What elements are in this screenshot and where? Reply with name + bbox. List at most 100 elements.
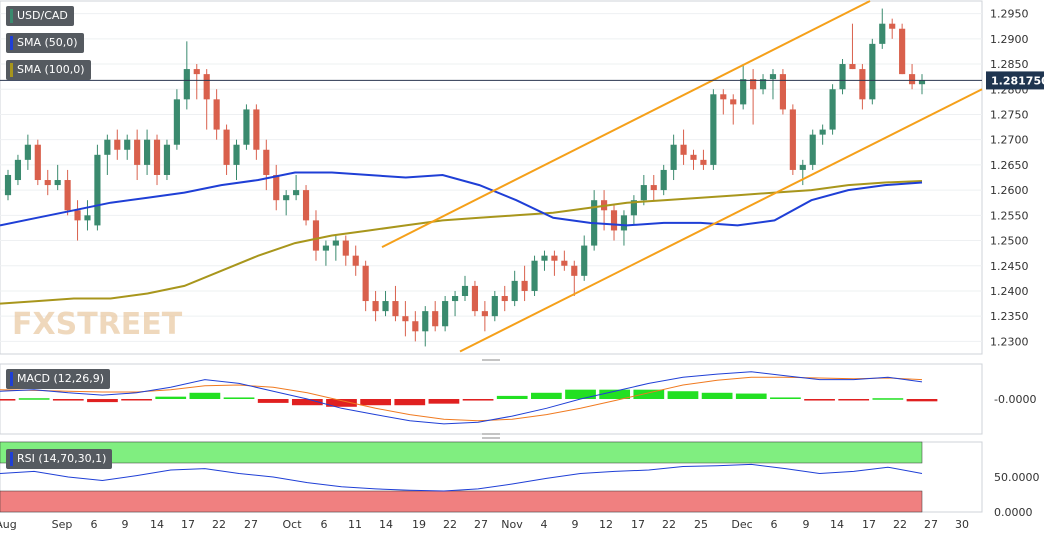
candle-body — [104, 139, 111, 155]
candle-body — [670, 144, 677, 170]
candle-body — [163, 144, 171, 175]
macd-histogram-bar — [155, 396, 187, 399]
price-tick-label: 1.2700 — [990, 134, 1029, 147]
candle-body — [442, 301, 449, 327]
x-tick-label: 6 — [91, 518, 98, 531]
candle-body — [720, 94, 727, 100]
x-tick-label: Nov — [501, 518, 523, 531]
sma50-tag[interactable]: SMA (50,0) — [6, 33, 84, 53]
candle-body — [789, 109, 796, 170]
macd-histogram-bar — [633, 389, 665, 399]
candle-body — [402, 316, 409, 322]
macd-histogram-bar — [770, 397, 801, 399]
candle-body — [779, 74, 786, 110]
macd-line — [0, 371, 923, 425]
x-tick-label: 30 — [955, 518, 969, 531]
sma100-swatch — [10, 63, 13, 77]
candle-body — [908, 74, 916, 85]
candle-body — [173, 99, 180, 145]
sma100-line — [0, 180, 923, 305]
candle-body — [44, 180, 51, 186]
candle-body — [153, 139, 161, 175]
x-tick-label: 27 — [244, 518, 258, 531]
rsi-tag[interactable]: RSI (14,70,30,1) — [6, 449, 113, 469]
candle-body — [432, 311, 439, 327]
rsi-label: RSI (14,70,30,1) — [17, 452, 107, 465]
candle-body — [342, 240, 349, 256]
sma100-tag[interactable]: SMA (100,0) — [6, 60, 91, 80]
candle-body — [322, 245, 329, 251]
macd-histogram-bar — [872, 398, 904, 400]
macd-histogram-bar — [496, 395, 528, 399]
x-tick-label: 4 — [541, 518, 548, 531]
macd-histogram-bar — [394, 399, 426, 406]
x-tick-label: 27 — [924, 518, 938, 531]
candle-body — [233, 144, 240, 165]
rsi-oversold-zone — [0, 490, 923, 513]
candle-body — [551, 255, 558, 261]
candle-body — [809, 134, 816, 165]
x-tick-label: 22 — [662, 518, 676, 531]
candle-body — [362, 265, 369, 302]
macd-histogram-bar — [0, 399, 16, 401]
candle-body — [740, 79, 747, 105]
x-tick-label: 17 — [181, 518, 195, 531]
candle-body — [680, 144, 687, 155]
x-tick-label: 17 — [631, 518, 645, 531]
macd-histogram-bar — [735, 393, 767, 399]
macd-histogram-bar — [428, 399, 460, 404]
candle-body — [630, 200, 637, 216]
x-tick-label: 9 — [122, 518, 129, 531]
candle-body — [422, 311, 429, 332]
candle-body — [302, 190, 310, 221]
candle-body — [799, 164, 806, 170]
candle-body — [332, 240, 339, 246]
macd-swatch — [10, 372, 13, 386]
candle-body — [769, 74, 777, 80]
rsi-swatch — [10, 452, 13, 466]
price-tick-label: 1.2450 — [990, 260, 1029, 273]
candle-body — [352, 255, 359, 266]
candle-body — [918, 80, 926, 85]
macd-tag[interactable]: MACD (12,26,9) — [6, 369, 111, 389]
channel-lower-line — [459, 88, 983, 353]
macd-histogram-bar — [565, 389, 596, 399]
candle-body — [501, 296, 508, 302]
x-tick-label: 9 — [803, 518, 810, 531]
price-tick-label: 1.2550 — [990, 209, 1029, 222]
candle-body — [561, 260, 568, 266]
candle-body — [531, 260, 538, 291]
price-tick-label: 1.2400 — [990, 285, 1029, 298]
macd-histogram-bar — [701, 392, 733, 399]
candle-body — [263, 149, 270, 175]
candle-body — [750, 79, 757, 90]
x-tick-label: 22 — [893, 518, 907, 531]
price-panel — [0, 0, 983, 355]
macd-histogram-bar — [291, 399, 323, 406]
macd-histogram-bar — [462, 399, 494, 401]
x-tick-label: 22 — [443, 518, 457, 531]
candle-body — [203, 74, 210, 100]
symbol-label: USD/CAD — [17, 9, 68, 22]
candle-body — [899, 28, 906, 75]
symbol-tag[interactable]: USD/CAD — [6, 6, 74, 26]
candle-body — [213, 99, 220, 130]
x-tick-label: 14 — [830, 518, 844, 531]
price-tick-label: 1.2600 — [990, 184, 1029, 197]
candle-body — [64, 180, 71, 211]
candle-body — [829, 89, 836, 130]
macd-histogram-bar — [121, 399, 152, 401]
candle-body — [372, 301, 379, 312]
x-tick-label: 6 — [321, 518, 328, 531]
macd-histogram-bar — [257, 399, 289, 403]
candle-body — [243, 109, 250, 145]
macd-histogram-bar — [599, 389, 631, 399]
x-tick-label: 6 — [771, 518, 778, 531]
candle-body — [620, 215, 628, 231]
x-tick-label: 25 — [694, 518, 708, 531]
candle-body — [650, 185, 657, 191]
candle-body — [223, 129, 230, 165]
candle-body — [521, 280, 528, 291]
